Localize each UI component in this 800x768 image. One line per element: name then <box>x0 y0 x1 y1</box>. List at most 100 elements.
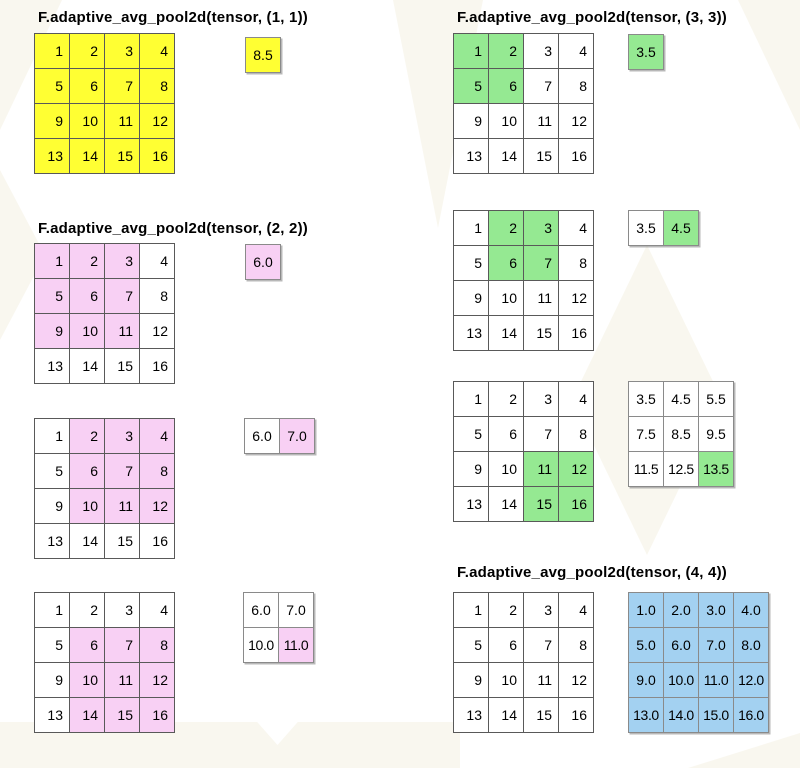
output-grid: 6.0 7.0 <box>244 418 315 454</box>
grid-cell: 12 <box>558 103 594 139</box>
section-title-3x3: F.adaptive_avg_pool2d(tensor, (3, 3)) <box>457 9 727 26</box>
grid-cell: 6 <box>69 453 105 489</box>
grid-cell: 8.5 <box>663 416 699 452</box>
grid-cell: 9 <box>34 488 70 524</box>
grid-cell: 12 <box>139 103 175 139</box>
grid-cell: 13 <box>453 138 489 174</box>
grid-cell: 13 <box>34 138 70 174</box>
grid-cell: 5 <box>453 627 489 663</box>
grid-cell: 11.0 <box>698 662 734 698</box>
grid-cell: 13.0 <box>628 697 664 733</box>
grid-cell: 11.5 <box>628 451 664 487</box>
grid-cell: 4 <box>558 210 594 246</box>
grid-cell: 8.0 <box>733 627 769 663</box>
grid-cell: 14 <box>488 486 524 522</box>
grid-cell: 3 <box>104 592 140 628</box>
output-grid: 6.0 <box>245 244 281 280</box>
grid-cell: 4 <box>139 592 175 628</box>
grid-cell: 11 <box>104 662 140 698</box>
grid-cell: 4 <box>558 592 594 628</box>
grid-cell: 5 <box>34 453 70 489</box>
grid-cell: 9 <box>34 103 70 139</box>
grid-cell: 5 <box>34 68 70 104</box>
grid-cell: 2 <box>69 418 105 454</box>
grid-cell: 10 <box>69 103 105 139</box>
grid-cell: 7 <box>104 68 140 104</box>
grid-cell: 5 <box>34 278 70 314</box>
grid-cell: 4 <box>139 418 175 454</box>
grid-cell: 5.5 <box>698 381 734 417</box>
grid-cell: 11 <box>523 662 559 698</box>
grid-cell: 1 <box>453 210 489 246</box>
grid-cell: 15.0 <box>698 697 734 733</box>
grid-cell: 1 <box>34 243 70 279</box>
grid-cell: 3.5 <box>628 381 664 417</box>
grid-cell: 15 <box>523 486 559 522</box>
grid-cell: 1 <box>453 592 489 628</box>
grid-cell: 1 <box>453 33 489 69</box>
grid-cell: 3 <box>104 33 140 69</box>
grid-cell: 16 <box>558 138 594 174</box>
grid-cell: 7.0 <box>279 418 315 454</box>
grid-cell: 15 <box>104 348 140 384</box>
grid-cell: 2 <box>488 592 524 628</box>
grid-cell: 3.0 <box>698 592 734 628</box>
grid-cell: 8 <box>558 627 594 663</box>
grid-cell: 3 <box>104 418 140 454</box>
grid-cell: 1 <box>34 33 70 69</box>
output-grid: 8.5 <box>245 37 281 73</box>
grid-cell: 14 <box>488 315 524 351</box>
grid-cell: 7 <box>523 416 559 452</box>
output-grid: 3.5 4.5 <box>628 210 699 246</box>
grid-cell: 8 <box>558 245 594 281</box>
grid-cell: 1 <box>34 592 70 628</box>
grid-cell: 13 <box>34 348 70 384</box>
grid-cell: 4 <box>139 33 175 69</box>
grid-cell: 5 <box>453 68 489 104</box>
grid-cell: 10 <box>488 662 524 698</box>
grid-cell: 13 <box>453 315 489 351</box>
grid-cell: 11 <box>523 280 559 316</box>
grid-cell: 9.5 <box>698 416 734 452</box>
grid-cell: 14.0 <box>663 697 699 733</box>
grid-cell: 2 <box>488 210 524 246</box>
grid-cell: 9.0 <box>628 662 664 698</box>
grid-cell: 11 <box>104 103 140 139</box>
grid-cell: 4 <box>139 243 175 279</box>
grid-cell: 14 <box>69 697 105 733</box>
grid-cell: 12 <box>139 662 175 698</box>
grid-cell: 10 <box>69 313 105 349</box>
grid-cell: 3 <box>523 592 559 628</box>
grid-cell: 5.0 <box>628 627 664 663</box>
grid-cell: 9 <box>34 662 70 698</box>
grid-cell: 16 <box>139 697 175 733</box>
grid-cell: 12 <box>139 313 175 349</box>
grid-cell: 12 <box>558 451 594 487</box>
grid-cell: 14 <box>69 523 105 559</box>
grid-cell: 13 <box>34 523 70 559</box>
grid-cell: 9 <box>34 313 70 349</box>
grid-cell: 11 <box>104 313 140 349</box>
grid-cell: 7 <box>523 68 559 104</box>
grid-cell: 14 <box>488 138 524 174</box>
input-grid: 1 2 3 4 5 6 7 8 9 10 11 12 13 14 15 16 <box>34 418 175 559</box>
grid-cell: 13 <box>453 697 489 733</box>
grid-cell: 6 <box>69 278 105 314</box>
grid-cell: 6 <box>488 416 524 452</box>
grid-cell: 6.0 <box>244 418 280 454</box>
grid-cell: 10 <box>488 280 524 316</box>
grid-cell: 15 <box>104 523 140 559</box>
grid-cell: 8 <box>558 416 594 452</box>
grid-cell: 11 <box>104 488 140 524</box>
grid-cell: 6 <box>488 68 524 104</box>
input-grid: 1 2 3 4 5 6 7 8 9 10 11 12 13 14 15 16 <box>453 33 594 174</box>
grid-cell: 5 <box>453 416 489 452</box>
grid-cell: 1.0 <box>628 592 664 628</box>
grid-cell: 6 <box>488 245 524 281</box>
grid-cell: 6 <box>69 68 105 104</box>
grid-cell: 10 <box>488 451 524 487</box>
grid-cell: 7 <box>104 278 140 314</box>
grid-cell: 3.5 <box>628 34 664 70</box>
grid-cell: 7 <box>523 245 559 281</box>
grid-cell: 3 <box>523 33 559 69</box>
